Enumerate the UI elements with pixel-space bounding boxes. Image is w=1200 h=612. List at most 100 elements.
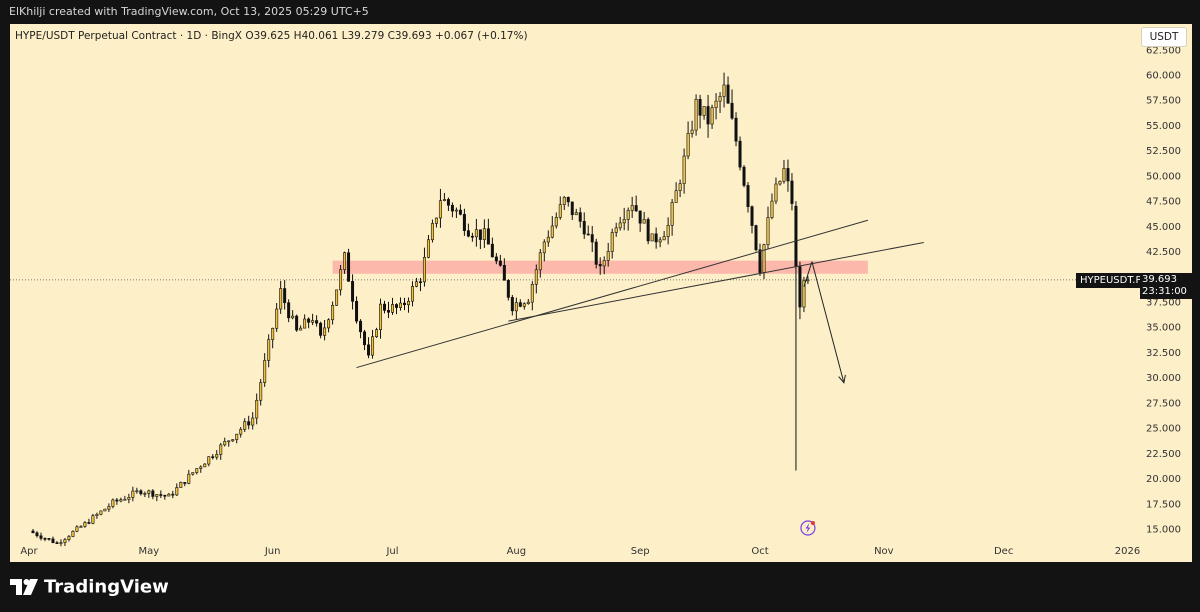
event-dot	[810, 521, 815, 525]
candle-body	[55, 542, 59, 544]
y-tick-label: 55.000	[1146, 121, 1181, 132]
x-tick-label: May	[138, 546, 159, 557]
candle-body	[219, 444, 223, 455]
candle-body	[546, 236, 550, 243]
candle-body	[75, 526, 79, 532]
candle-body	[434, 217, 438, 224]
candle-body	[598, 264, 602, 267]
candle-body	[666, 225, 670, 237]
y-tick-label: 17.500	[1146, 499, 1181, 510]
candle-body	[714, 100, 718, 108]
candle-body	[566, 196, 570, 203]
candle-body	[654, 233, 658, 243]
candle-body	[558, 204, 562, 218]
credit-text: ElKhilji created with TradingView.com, O…	[9, 5, 369, 18]
candle-body	[586, 233, 590, 236]
x-tick-label: Dec	[994, 546, 1013, 557]
y-tick-label: 37.500	[1146, 298, 1181, 309]
interval[interactable]: 1D	[186, 30, 202, 42]
candle-body	[474, 229, 478, 238]
candle-body	[283, 288, 287, 304]
candle-body	[179, 482, 183, 488]
candle-body	[602, 260, 606, 267]
candle-body	[774, 183, 778, 202]
candle-body	[574, 212, 578, 216]
currency-button[interactable]: USDT	[1141, 27, 1187, 47]
candle-body	[638, 210, 642, 224]
candle-body	[251, 417, 255, 426]
candle-body	[678, 183, 682, 192]
candle-body	[394, 304, 398, 308]
candle-body	[71, 530, 75, 537]
tradingview-logo[interactable]: TradingView	[10, 576, 169, 598]
candle-body	[47, 538, 51, 540]
candle-body	[514, 302, 518, 312]
candle-body	[203, 463, 207, 468]
candle-body	[223, 441, 227, 446]
candle-body	[83, 522, 87, 527]
y-tick-label: 20.000	[1146, 474, 1181, 485]
candle-body	[494, 256, 498, 262]
candle-body	[199, 466, 203, 469]
candle-body	[618, 222, 622, 229]
candle-body	[778, 180, 782, 185]
bar-countdown: 23:31:00	[1142, 286, 1187, 297]
candle-body	[159, 494, 163, 496]
candle-body	[227, 440, 231, 443]
last-price-badge: 39.693 23:31:00	[1140, 273, 1194, 299]
plot-area[interactable]	[10, 24, 1192, 562]
projection-arrow	[811, 261, 845, 383]
trendline	[356, 219, 868, 369]
y-tick-label: 50.000	[1146, 171, 1181, 182]
candle-body	[722, 84, 726, 97]
candle-body	[470, 235, 474, 238]
y-tick-label: 22.500	[1146, 449, 1181, 460]
candle-body	[175, 487, 179, 496]
lightning-bolt	[805, 523, 811, 533]
candle-body	[750, 206, 754, 226]
candle-body	[107, 506, 111, 510]
footer-bar	[0, 562, 1200, 612]
candle-body	[478, 229, 482, 240]
symbol-info-bar: HYPE/USDT Perpetual Contract · 1D · Bing…	[15, 30, 528, 42]
candle-body	[698, 98, 702, 116]
candle-body	[335, 289, 339, 306]
candle-body	[702, 106, 706, 116]
x-tick-label: Nov	[874, 546, 894, 557]
candle-body	[646, 219, 650, 242]
symbol-name[interactable]: HYPE/USDT Perpetual Contract	[15, 30, 177, 42]
candle-body	[770, 200, 774, 218]
candle-body	[738, 140, 742, 168]
y-tick-label: 27.500	[1146, 398, 1181, 409]
candle-body	[782, 168, 786, 182]
candle-body	[582, 221, 586, 235]
candle-body	[315, 320, 319, 324]
y-tick-label: 45.000	[1146, 222, 1181, 233]
candle-body	[79, 526, 83, 528]
candle-body	[183, 482, 187, 484]
candle-body	[438, 200, 442, 219]
candle-body	[454, 209, 458, 212]
exchange: BingX	[211, 30, 242, 42]
candle-body	[538, 252, 542, 271]
sep-2: ·	[204, 30, 208, 42]
candle-body	[674, 190, 678, 203]
candle-body	[426, 239, 430, 258]
candle-body	[311, 320, 315, 323]
candle-body	[343, 252, 347, 270]
candle-body	[502, 265, 506, 281]
candle-body	[590, 234, 594, 243]
candle-body	[510, 297, 514, 312]
candle-body	[798, 266, 802, 308]
candle-body	[307, 318, 311, 323]
candle-body	[402, 302, 406, 306]
candle-body	[414, 281, 418, 287]
candle-body	[119, 499, 123, 502]
candle-body	[111, 499, 115, 507]
candle-body	[259, 382, 263, 401]
candle-body	[806, 279, 810, 282]
candle-body	[139, 490, 143, 495]
candle-body	[115, 499, 119, 502]
y-tick-label: 32.500	[1146, 348, 1181, 359]
